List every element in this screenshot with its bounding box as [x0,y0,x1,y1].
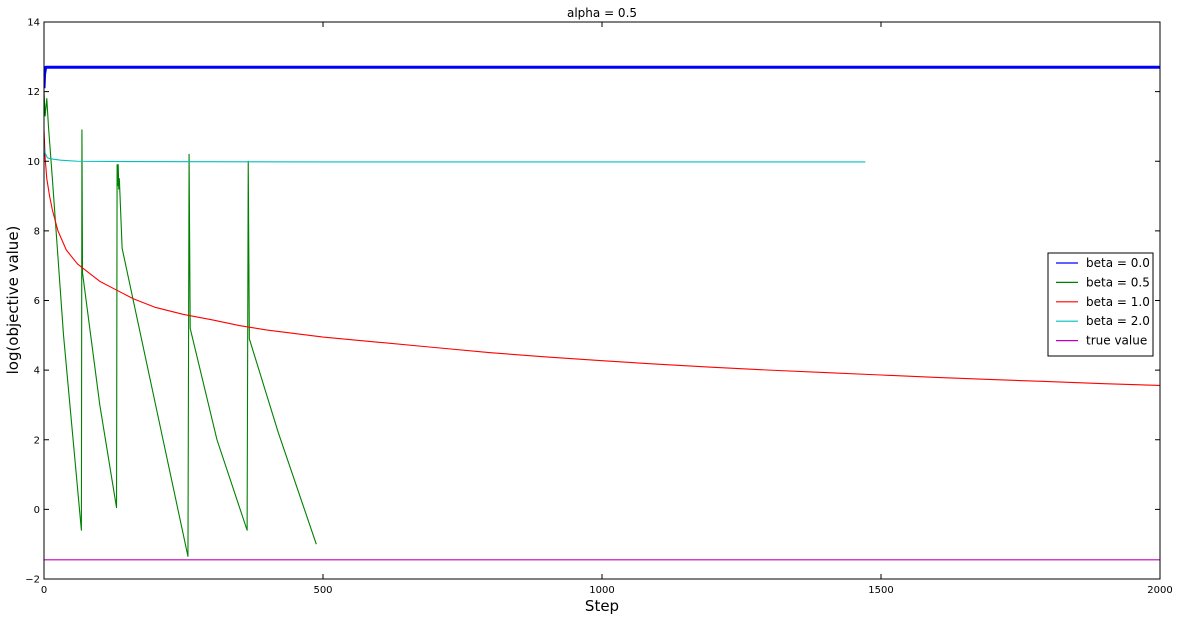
chart-title: alpha = 0.5 [567,6,637,20]
x-tick-label-2: 1000 [589,585,614,596]
y-tick-label-7: 12 [27,87,40,98]
y-tick-label-4: 6 [34,296,40,307]
legend-entry-2: beta = 1.0 [1086,295,1150,309]
legend-box [1047,252,1154,357]
x-axis-label: Step [585,597,619,615]
y-tick-label-8: 14 [27,18,40,29]
y-axis-label: log(objective value) [4,226,22,375]
x-tick-label-1: 500 [313,585,332,596]
y-tick-label-0: −2 [25,575,40,586]
legend-entry-4: true value [1086,334,1147,348]
legend: beta = 0.0 beta = 0.5 beta = 1.0 beta = 2.0… [1047,252,1154,357]
legend-entry-0: beta = 0.0 [1086,256,1150,270]
series-line-1 [44,91,317,557]
series-line-3 [44,143,866,163]
plot-area [44,22,1160,579]
legend-entry-3: beta = 2.0 [1086,314,1150,328]
x-tick-label-0: 0 [41,585,47,596]
y-tick-label-6: 10 [27,157,40,168]
legend-entry-1: beta = 0.5 [1086,275,1150,289]
y-tick-label-3: 4 [34,366,40,377]
x-tick-label-3: 1500 [868,585,893,596]
x-tick-label-4: 2000 [1147,585,1172,596]
y-tick-label-2: 2 [34,435,40,446]
y-tick-label-1: 0 [34,505,40,516]
y-tick-label-5: 8 [34,226,40,237]
series-line-2 [44,129,1160,386]
